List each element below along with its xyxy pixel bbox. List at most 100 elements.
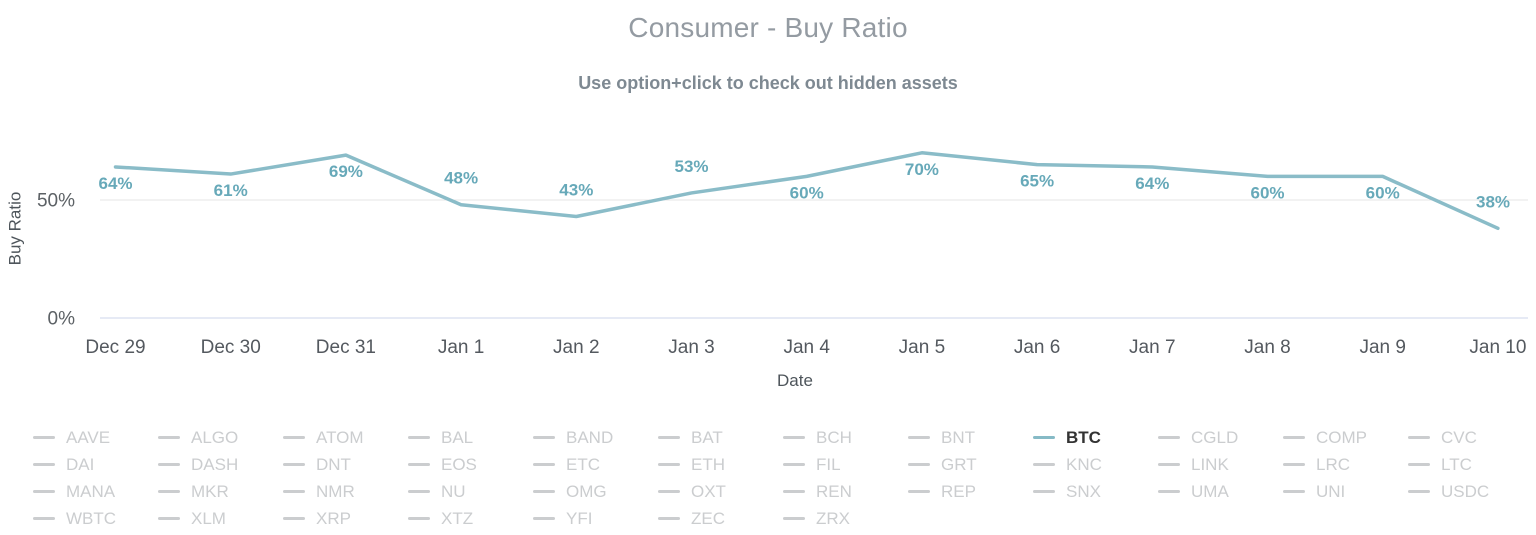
legend-item-btc[interactable]: BTC — [1033, 428, 1158, 448]
legend-marker-icon — [1158, 463, 1180, 466]
legend-marker-icon — [1283, 436, 1305, 439]
legend-item-label: NMR — [316, 481, 355, 501]
legend-item-band[interactable]: BAND — [533, 428, 658, 448]
legend-marker-icon — [908, 463, 930, 466]
legend-item-label: MKR — [191, 481, 229, 501]
legend-item-nmr[interactable]: NMR — [283, 482, 408, 502]
x-tick-label: Jan 7 — [1129, 337, 1175, 358]
legend-item-label: ETC — [566, 454, 600, 474]
legend-marker-icon — [1283, 463, 1305, 466]
legend-marker-icon — [408, 463, 430, 466]
x-tick-label: Jan 8 — [1244, 337, 1290, 358]
legend-item-knc[interactable]: KNC — [1033, 455, 1158, 475]
legend-marker-icon — [283, 463, 305, 466]
legend-item-mkr[interactable]: MKR — [158, 482, 283, 502]
legend-item-label: MANA — [66, 481, 116, 501]
legend-item-label: LRC — [1316, 454, 1351, 474]
x-tick-label: Jan 5 — [899, 337, 945, 358]
legend-item-fil[interactable]: FIL — [783, 455, 908, 475]
legend-marker-icon — [158, 436, 180, 439]
legend-item-ltc[interactable]: LTC — [1408, 455, 1533, 475]
legend-item-omg[interactable]: OMG — [533, 482, 658, 502]
legend-marker-icon — [908, 490, 930, 493]
legend-marker-icon — [533, 436, 555, 439]
legend-item-label: FIL — [816, 454, 841, 474]
btc-series-line — [113, 151, 1500, 231]
data-label: 38% — [1476, 192, 1510, 211]
legend-marker-icon — [1408, 463, 1430, 466]
legend-item-zec[interactable]: ZEC — [658, 509, 783, 529]
legend-item-label: DNT — [316, 454, 351, 474]
legend-marker-icon — [783, 517, 805, 520]
legend-item-snx[interactable]: SNX — [1033, 482, 1158, 502]
legend-item-zrx[interactable]: ZRX — [783, 509, 908, 529]
legend-item-mana[interactable]: MANA — [33, 482, 158, 502]
legend-item-grt[interactable]: GRT — [908, 455, 1033, 475]
data-label: 64% — [1135, 174, 1169, 193]
x-tick-label: Jan 4 — [783, 337, 830, 358]
legend-item-label: OXT — [691, 481, 726, 501]
legend-marker-icon — [783, 436, 805, 439]
legend-marker-icon — [783, 490, 805, 493]
legend-marker-icon — [1408, 436, 1430, 439]
legend-item-label: UNI — [1316, 481, 1346, 501]
legend-item-link[interactable]: LINK — [1158, 455, 1283, 475]
legend-item-xlm[interactable]: XLM — [158, 509, 283, 529]
legend-item-atom[interactable]: ATOM — [283, 428, 408, 448]
legend-marker-icon — [283, 490, 305, 493]
legend-marker-icon — [658, 517, 680, 520]
legend-item-label: WBTC — [66, 508, 117, 528]
legend-item-rep[interactable]: REP — [908, 482, 1033, 502]
legend-item-label: ALGO — [191, 427, 239, 447]
legend-item-label: LINK — [1191, 454, 1229, 474]
legend-marker-icon — [1033, 436, 1055, 439]
legend-item-label: NU — [441, 481, 466, 501]
data-label: 60% — [1366, 183, 1400, 202]
legend-item-bal[interactable]: BAL — [408, 428, 533, 448]
legend-item-dai[interactable]: DAI — [33, 455, 158, 475]
legend-item-bat[interactable]: BAT — [658, 428, 783, 448]
legend-marker-icon — [408, 517, 430, 520]
legend-item-label: AAVE — [66, 427, 111, 447]
legend-item-uma[interactable]: UMA — [1158, 482, 1283, 502]
legend-item-bch[interactable]: BCH — [783, 428, 908, 448]
legend-marker-icon — [158, 517, 180, 520]
legend-item-aave[interactable]: AAVE — [33, 428, 158, 448]
legend-item-wbtc[interactable]: WBTC — [33, 509, 158, 529]
legend-item-yfi[interactable]: YFI — [533, 509, 658, 529]
legend-item-cgld[interactable]: CGLD — [1158, 428, 1283, 448]
legend-item-comp[interactable]: COMP — [1283, 428, 1408, 448]
data-label: 60% — [1250, 183, 1284, 202]
legend-marker-icon — [158, 463, 180, 466]
legend-item-xtz[interactable]: XTZ — [408, 509, 533, 529]
legend-item-dnt[interactable]: DNT — [283, 455, 408, 475]
data-label: 69% — [329, 162, 363, 181]
legend-marker-icon — [408, 490, 430, 493]
plot-area: 50% 0% 64% 61% 69% 48% 43% 53% 60% 70% 65% 64% 60% 60… — [37, 151, 1528, 358]
legend-item-cvc[interactable]: CVC — [1408, 428, 1533, 448]
legend-marker-icon — [533, 463, 555, 466]
legend-item-eos[interactable]: EOS — [408, 455, 533, 475]
legend-item-usdc[interactable]: USDC — [1408, 482, 1533, 502]
legend-item-etc[interactable]: ETC — [533, 455, 658, 475]
legend-item-dash[interactable]: DASH — [158, 455, 283, 475]
legend-marker-icon — [33, 517, 55, 520]
chart-title: Consumer - Buy Ratio — [628, 12, 908, 43]
legend-marker-icon — [283, 517, 305, 520]
legend-item-eth[interactable]: ETH — [658, 455, 783, 475]
legend-item-uni[interactable]: UNI — [1283, 482, 1408, 502]
legend-item-oxt[interactable]: OXT — [658, 482, 783, 502]
legend-item-bnt[interactable]: BNT — [908, 428, 1033, 448]
legend-item-nu[interactable]: NU — [408, 482, 533, 502]
legend-item-label: LTC — [1441, 454, 1472, 474]
legend-item-algo[interactable]: ALGO — [158, 428, 283, 448]
legend-marker-icon — [33, 490, 55, 493]
legend-item-xrp[interactable]: XRP — [283, 509, 408, 529]
legend-item-lrc[interactable]: LRC — [1283, 455, 1408, 475]
legend-item-label: COMP — [1316, 427, 1367, 447]
legend-marker-icon — [658, 436, 680, 439]
y-tick-label: 50% — [37, 191, 75, 212]
asset-legend: AAVE ALGO ATOM BAL BAND BAT BCH BNT BTC CGLD COMP C… — [33, 424, 1533, 532]
legend-marker-icon — [533, 517, 555, 520]
legend-item-ren[interactable]: REN — [783, 482, 908, 502]
